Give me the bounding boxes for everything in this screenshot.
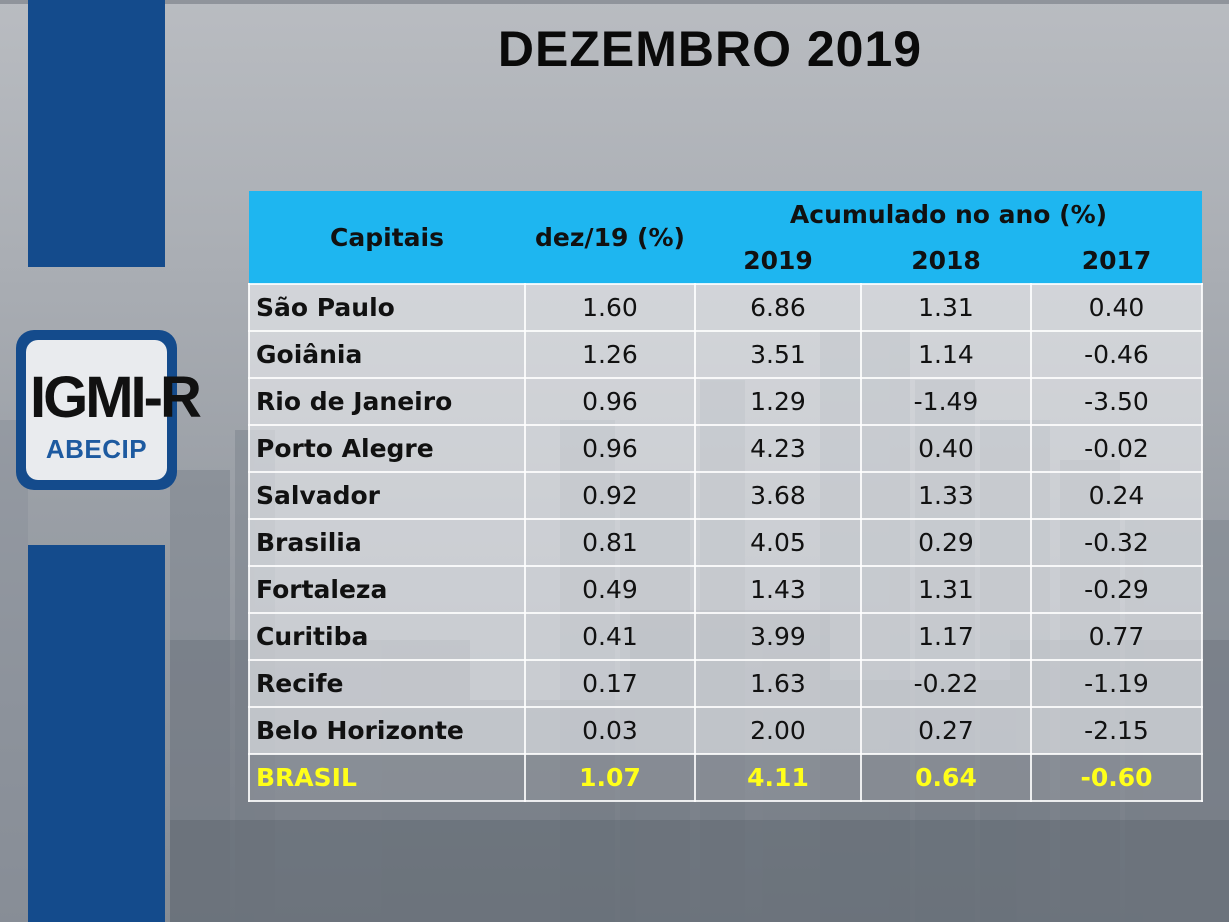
cell-2017: 0.24 <box>1030 471 1203 520</box>
table-row: Salvador 0.92 3.68 1.33 0.24 <box>248 471 1203 520</box>
cell-2019: 1.29 <box>694 377 862 426</box>
table-row: Brasilia 0.81 4.05 0.29 -0.32 <box>248 518 1203 567</box>
header-accumulated: Acumulado no ano (%) <box>695 191 1202 237</box>
header-capitais: Capitais <box>249 191 525 284</box>
logo-panel <box>26 340 167 480</box>
cell-2017: -3.50 <box>1030 377 1203 426</box>
cell-city: Recife <box>248 659 526 708</box>
top-border-line <box>0 0 1229 4</box>
cell-city: Curitiba <box>248 612 526 661</box>
cell-city: Porto Alegre <box>248 424 526 473</box>
cell-2018: 0.29 <box>860 518 1032 567</box>
cell-2019: 3.99 <box>694 612 862 661</box>
cell-month: 0.41 <box>524 612 696 661</box>
left-accent-bar-top <box>28 0 165 267</box>
cell-month: 1.26 <box>524 330 696 379</box>
table-row: Rio de Janeiro 0.96 1.29 -1.49 -3.50 <box>248 377 1203 426</box>
cell-city: Salvador <box>248 471 526 520</box>
cell-month: 0.96 <box>524 377 696 426</box>
cell-city: Belo Horizonte <box>248 706 526 755</box>
table-row: Curitiba 0.41 3.99 1.17 0.77 <box>248 612 1203 661</box>
cell-2017: 0.77 <box>1030 612 1203 661</box>
cell-2018: 1.14 <box>860 330 1032 379</box>
header-year-2019: 2019 <box>695 237 861 284</box>
table-row: Porto Alegre 0.96 4.23 0.40 -0.02 <box>248 424 1203 473</box>
header-month: dez/19 (%) <box>525 191 695 284</box>
left-accent-bar-bottom <box>28 545 165 922</box>
cell-city: Brasilia <box>248 518 526 567</box>
cell-month: 0.92 <box>524 471 696 520</box>
cell-month: 0.03 <box>524 706 696 755</box>
cell-2018: 1.31 <box>860 283 1032 332</box>
cell-2019: 4.23 <box>694 424 862 473</box>
cell-city: Fortaleza <box>248 565 526 614</box>
cell-2018-total: 0.64 <box>860 753 1032 802</box>
cell-month: 0.17 <box>524 659 696 708</box>
table-row: São Paulo 1.60 6.86 1.31 0.40 <box>248 283 1203 332</box>
cell-2019: 1.43 <box>694 565 862 614</box>
cell-2019: 2.00 <box>694 706 862 755</box>
cell-2019: 4.05 <box>694 518 862 567</box>
logo-sub-text: ABECIP <box>45 434 148 464</box>
table-row: Recife 0.17 1.63 -0.22 -1.19 <box>248 659 1203 708</box>
cell-city: Goiânia <box>248 330 526 379</box>
table-header: Capitais dez/19 (%) Acumulado no ano (%)… <box>249 191 1202 284</box>
cell-2017-total: -0.60 <box>1030 753 1203 802</box>
cell-2017: -0.32 <box>1030 518 1203 567</box>
cell-2019: 3.68 <box>694 471 862 520</box>
cell-2017: -0.46 <box>1030 330 1203 379</box>
logo-main-text: IGMI-R <box>30 365 202 430</box>
header-year-2018: 2018 <box>861 237 1031 284</box>
table-body: São Paulo 1.60 6.86 1.31 0.40 Goiânia 1.… <box>248 283 1203 802</box>
cell-month: 0.81 <box>524 518 696 567</box>
slide-title: DEZEMBRO 2019 <box>497 21 923 77</box>
cell-2018: -1.49 <box>860 377 1032 426</box>
table-row: Belo Horizonte 0.03 2.00 0.27 -2.15 <box>248 706 1203 755</box>
cell-city: São Paulo <box>248 283 526 332</box>
cell-2019: 1.63 <box>694 659 862 708</box>
cell-2019-total: 4.11 <box>694 753 862 802</box>
cell-city-total: BRASIL <box>248 753 526 802</box>
cell-month: 1.60 <box>524 283 696 332</box>
table-row-total: BRASIL 1.07 4.11 0.64 -0.60 <box>248 753 1203 802</box>
cell-2017: -0.02 <box>1030 424 1203 473</box>
table-row: Goiânia 1.26 3.51 1.14 -0.46 <box>248 330 1203 379</box>
cell-2017: -1.19 <box>1030 659 1203 708</box>
cell-2019: 3.51 <box>694 330 862 379</box>
cell-2017: -2.15 <box>1030 706 1203 755</box>
cell-2018: -0.22 <box>860 659 1032 708</box>
cell-2017: -0.29 <box>1030 565 1203 614</box>
cell-2018: 1.17 <box>860 612 1032 661</box>
capitals-price-table: Capitais dez/19 (%) Acumulado no ano (%)… <box>248 191 1203 802</box>
table-row: Fortaleza 0.49 1.43 1.31 -0.29 <box>248 565 1203 614</box>
cell-month: 0.49 <box>524 565 696 614</box>
cell-month: 0.96 <box>524 424 696 473</box>
igmi-r-logo: IGMI-R ABECIP <box>16 330 202 490</box>
cell-2019: 6.86 <box>694 283 862 332</box>
cell-month-total: 1.07 <box>524 753 696 802</box>
cell-2018: 1.33 <box>860 471 1032 520</box>
cell-2018: 0.40 <box>860 424 1032 473</box>
cell-city: Rio de Janeiro <box>248 377 526 426</box>
cell-2018: 1.31 <box>860 565 1032 614</box>
cell-2018: 0.27 <box>860 706 1032 755</box>
header-year-2017: 2017 <box>1031 237 1202 284</box>
cell-2017: 0.40 <box>1030 283 1203 332</box>
